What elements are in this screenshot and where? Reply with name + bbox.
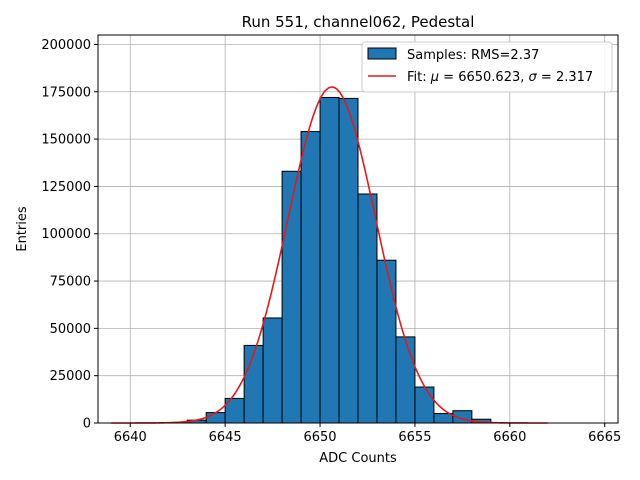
legend-box (361, 41, 613, 93)
histogram-bar (433, 413, 454, 424)
legend-samples-swatch (367, 47, 397, 60)
fit-sigma-symbol: σ (529, 70, 538, 85)
y-axis-ticks: 0 25000 50000 75000 100000 125000 150000 175000… (41, 38, 98, 432)
histogram-bar (395, 336, 416, 424)
x-axis-title: ADC Counts (319, 451, 397, 466)
y-tick-label: 100000 (41, 227, 91, 242)
histogram-bar (300, 131, 321, 424)
gaussian-fit-curve (111, 86, 548, 424)
y-tick-label: 200000 (41, 38, 91, 53)
fit-label-prefix: Fit: (407, 70, 431, 85)
histogram-bars (186, 96, 492, 424)
y-tick-label: 175000 (41, 85, 91, 100)
x-tick-label: 6650 (303, 430, 336, 445)
y-tick-label: 50000 (50, 322, 91, 337)
plot-frame (97, 34, 619, 424)
y-tick-label: 25000 (50, 369, 91, 384)
x-tick-label: 6655 (398, 430, 431, 445)
histogram-bar (338, 97, 359, 424)
x-tick-label: 6660 (493, 430, 526, 445)
x-axis-ticks: 6640 6645 6650 6655 6660 6665 (114, 423, 621, 445)
y-tick-label: 0 (83, 417, 91, 432)
x-tick-label: 6645 (209, 430, 242, 445)
histogram-bar (205, 412, 226, 424)
histogram-bar (357, 193, 378, 424)
y-tick-label: 125000 (41, 180, 91, 195)
y-tick-label: 150000 (41, 133, 91, 148)
histogram-bar (414, 386, 435, 424)
chart-title: Run 551, channel062, Pedestal (242, 13, 475, 31)
y-axis-title: Entries (15, 206, 30, 252)
fit-mu-value: 6650.623 (458, 70, 520, 85)
legend-fit-label: Fit: μ = 6650.623, σ = 2.317 (407, 70, 593, 85)
histogram-bar (281, 170, 302, 424)
histogram-bar (319, 96, 340, 424)
histogram-bar (262, 317, 283, 424)
legend-samples-label: Samples: RMS=2.37 (407, 48, 539, 63)
legend: Samples: RMS=2.37 Fit: μ = 6650.623, σ =… (361, 41, 613, 93)
histogram-bar (376, 259, 397, 424)
histogram-bar (243, 344, 264, 424)
x-tick-label: 6640 (114, 430, 147, 445)
y-tick-label: 75000 (50, 275, 91, 290)
x-tick-label: 6665 (588, 430, 621, 445)
fit-mu-symbol: μ (430, 70, 439, 85)
fit-sigma-value: 2.317 (556, 70, 593, 85)
